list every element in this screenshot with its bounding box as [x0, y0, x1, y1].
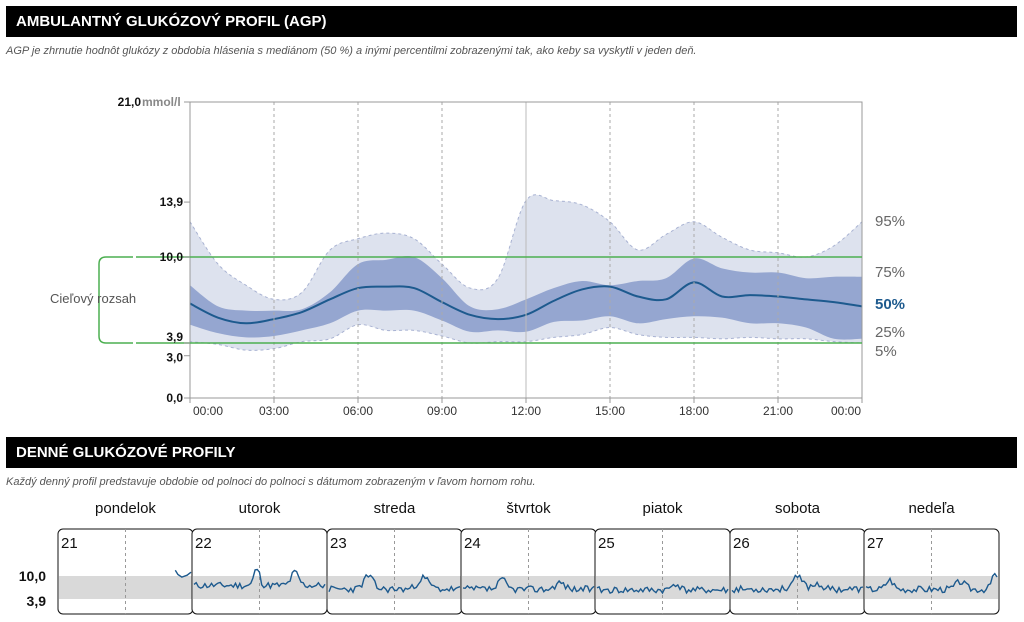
day-date: 22 — [195, 535, 212, 552]
agp-subtitle: AGP je zhrnutie hodnôt glukózy z obdobia… — [6, 45, 697, 57]
x-tick-label: 21:00 — [763, 404, 793, 418]
agp-title: AMBULANTNÝ GLUKÓZOVÝ PROFIL (AGP) — [16, 13, 327, 30]
daily-ylabel-high: 10,0 — [19, 568, 46, 584]
percentile-label-95: 95% — [875, 213, 905, 230]
day-panel-0: pondelok 21 — [57, 500, 194, 615]
day-panel-6: nedeľa 27 — [863, 500, 1000, 615]
day-glucose-trace — [731, 574, 864, 594]
day-name: streda — [374, 500, 416, 517]
day-panel-1: utorok 22 — [191, 500, 328, 615]
day-date: 27 — [867, 535, 884, 552]
day-name: nedeľa — [908, 500, 955, 517]
daily-ylabel-low: 3,9 — [27, 593, 47, 609]
day-date: 26 — [733, 535, 750, 552]
day-date: 25 — [598, 535, 615, 552]
y-tick-label: 3,9 — [166, 330, 183, 344]
y-tick-label: 0,0 — [166, 391, 183, 405]
y-axis: 0,0 3,0 3,9 10,0 13,9 21,0 mmol/l — [118, 95, 190, 405]
day-panel-4: piatok 25 — [594, 500, 731, 615]
day-glucose-trace — [596, 583, 729, 595]
target-range-label: Cieľový rozsah — [50, 291, 136, 306]
day-panel-2: streda 23 — [326, 500, 463, 615]
day-panel-3: štvrtok 24 — [460, 500, 597, 615]
day-target-band — [462, 576, 595, 599]
x-tick-label: 09:00 — [427, 404, 457, 418]
daily-title-bar: DENNÉ GLUKÓZOVÉ PROFILY — [6, 437, 1017, 468]
day-name: utorok — [239, 500, 281, 517]
daily-title: DENNÉ GLUKÓZOVÉ PROFILY — [16, 444, 236, 461]
day-target-band — [193, 576, 326, 599]
day-name: štvrtok — [506, 500, 551, 517]
day-date: 23 — [330, 535, 347, 552]
x-tick-label: 06:00 — [343, 404, 373, 418]
agp-chart: Cieľový rozsah 0,0 3,0 3,9 10,0 13,9 21,0 mmol… — [50, 95, 905, 418]
target-range-bracket — [98, 256, 133, 344]
day-glucose-trace — [174, 569, 192, 578]
x-axis: 00:00 03:00 06:00 09:00 12:00 15:00 18:00 21:00… — [189, 398, 863, 418]
day-name: pondelok — [95, 500, 156, 517]
percentile-label-5: 5% — [875, 343, 897, 360]
day-target-band — [59, 576, 192, 599]
y-tick-label: 13,9 — [160, 195, 184, 209]
y-unit-label: mmol/l — [142, 95, 181, 109]
percentile-legend: 95% 75% 50% 25% 5% — [875, 213, 905, 360]
day-target-band — [596, 576, 729, 599]
day-glucose-trace — [462, 577, 595, 594]
x-tick-label: 18:00 — [679, 404, 709, 418]
y-tick-label: 10,0 — [160, 250, 184, 264]
x-tick-label: 12:00 — [511, 404, 541, 418]
percentile-label-25: 25% — [875, 324, 905, 341]
day-target-band — [328, 576, 461, 599]
day-glucose-trace — [193, 568, 326, 590]
day-target-band — [731, 576, 864, 599]
day-glucose-trace — [865, 572, 998, 594]
x-tick-label: 00:00 — [193, 404, 223, 418]
day-date: 24 — [464, 535, 481, 552]
daily-profiles-chart: 10,0 3,9 pondelok 21 utorok 22 streda 23 štvrt… — [19, 500, 1000, 615]
day-panel-5: sobota 26 — [729, 500, 866, 615]
percentile-label-75: 75% — [875, 264, 905, 281]
x-gridlines — [273, 102, 779, 398]
y-tick-label: 3,0 — [166, 351, 183, 365]
day-name: sobota — [775, 500, 821, 517]
day-glucose-trace — [328, 573, 461, 594]
daily-subtitle: Každý denný profil predstavuje obdobie o… — [6, 476, 536, 488]
percentile-label-50: 50% — [875, 296, 905, 313]
day-name: piatok — [642, 500, 683, 517]
x-tick-label: 15:00 — [595, 404, 625, 418]
day-date: 21 — [61, 535, 78, 552]
x-tick-label: 03:00 — [259, 404, 289, 418]
agp-title-bar: AMBULANTNÝ GLUKÓZOVÝ PROFIL (AGP) — [6, 6, 1017, 37]
x-tick-label: 00:00 — [831, 404, 861, 418]
y-tick-label: 21,0 — [118, 95, 142, 109]
